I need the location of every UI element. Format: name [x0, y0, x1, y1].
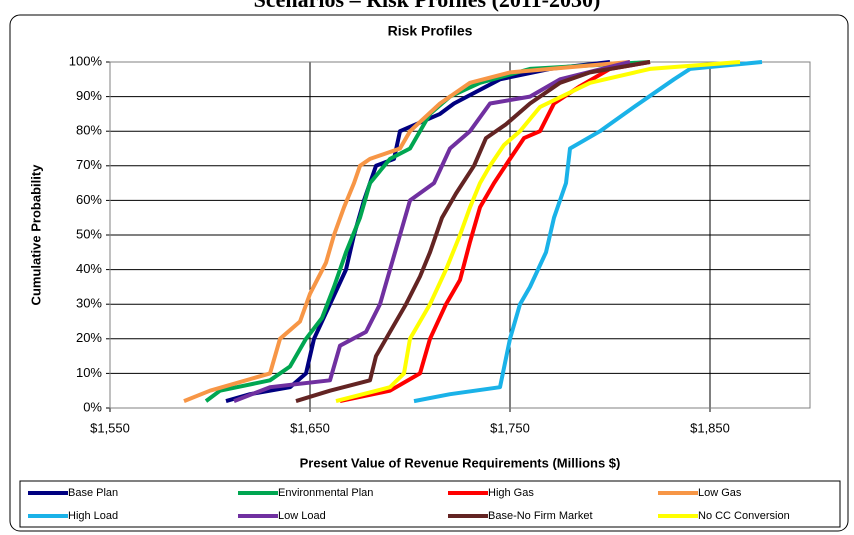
series-line: [183, 60, 631, 403]
series-line: [233, 60, 631, 403]
legend-label: Base Plan: [68, 487, 118, 499]
y-tick-label: 40%: [76, 261, 102, 276]
legend-label: High Gas: [488, 487, 534, 499]
y-tick-label: 90%: [76, 88, 102, 103]
x-tick-label: $1,750: [490, 420, 530, 435]
legend-label: Low Gas: [698, 487, 742, 499]
series-line: [335, 60, 741, 404]
y-tick-label: 70%: [76, 157, 102, 172]
x-tick-label: $1,550: [90, 420, 130, 435]
x-axis-label: Present Value of Revenue Requirements (M…: [300, 455, 621, 470]
y-tick-label: 50%: [76, 226, 102, 241]
page-heading: Scenarios – Risk Profiles (2011-2030): [254, 0, 601, 12]
legend-label: No CC Conversion: [698, 510, 790, 522]
series-line: [413, 60, 763, 404]
series-line: [295, 60, 651, 404]
y-tick-label: 60%: [76, 192, 102, 207]
chart-frame: [9, 14, 849, 532]
x-tick-label: $1,850: [690, 420, 730, 435]
legend-box: [19, 480, 841, 528]
plot-area: [109, 61, 811, 409]
y-tick-label: 20%: [76, 330, 102, 345]
y-tick-label: 80%: [76, 123, 102, 138]
y-tick-label: 30%: [76, 296, 102, 311]
y-tick-label: 100%: [69, 53, 103, 68]
chart-title: Risk Profiles: [388, 23, 473, 39]
legend-label: High Load: [68, 510, 118, 522]
series-line: [339, 60, 651, 404]
x-tick-label: $1,650: [290, 420, 330, 435]
y-tick-label: 0%: [83, 399, 102, 414]
legend-label: Low Load: [278, 510, 326, 522]
y-axis-label: Cumulative Probability: [28, 164, 43, 306]
y-tick-label: 10%: [76, 365, 102, 380]
legend-label: Base-No Firm Market: [488, 510, 593, 522]
legend-label: Environmental Plan: [278, 487, 373, 499]
